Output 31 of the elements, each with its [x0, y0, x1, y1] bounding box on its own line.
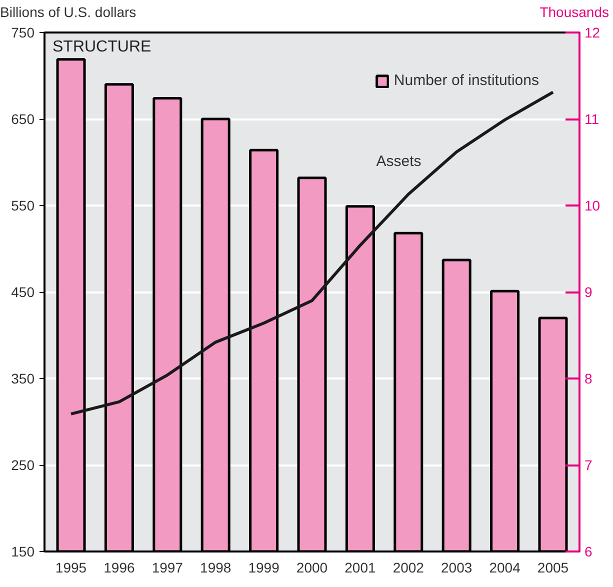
- x-tick-label: 2001: [344, 560, 376, 576]
- x-tick-label: 2002: [392, 560, 424, 576]
- y-tick-label: 350: [11, 370, 35, 386]
- x-tick-label: 2003: [441, 560, 472, 576]
- y-tick-label: 650: [11, 111, 35, 127]
- y-tick-label: 450: [11, 284, 35, 300]
- y2-tick-label: 12: [584, 24, 600, 40]
- chart-title: STRUCTURE: [52, 38, 152, 56]
- series-label: Assets: [376, 152, 422, 170]
- y-axis-title: Billions of U.S. dollars: [0, 3, 136, 22]
- x-tick-label: 1996: [104, 560, 135, 576]
- x-tick-label: 2005: [537, 560, 569, 576]
- y-tick-label: 750: [11, 24, 35, 40]
- y-tick-label: 550: [11, 198, 35, 214]
- y2-tick-label: 7: [584, 457, 592, 473]
- y2-tick-label: 6: [584, 544, 592, 560]
- x-tick-label: 1995: [55, 560, 87, 576]
- x-tick-label: 1998: [200, 560, 232, 576]
- y2-tick-label: 10: [584, 198, 600, 214]
- y-tick-label: 250: [11, 457, 35, 473]
- y2-tick-label: 9: [584, 284, 592, 300]
- line-series: [70, 90, 554, 416]
- x-tick-label: 1999: [248, 560, 280, 576]
- y-tick-label: 150: [11, 544, 35, 560]
- y2-tick-label: 11: [584, 111, 600, 127]
- x-tick-label: 2000: [296, 560, 328, 576]
- x-tick-label: 2004: [489, 560, 521, 576]
- y2-tick-label: 8: [584, 370, 592, 386]
- x-tick-label: 1997: [152, 560, 184, 576]
- y2-axis-title: Thousands: [540, 3, 609, 22]
- legend-label: Number of institutions: [394, 72, 539, 89]
